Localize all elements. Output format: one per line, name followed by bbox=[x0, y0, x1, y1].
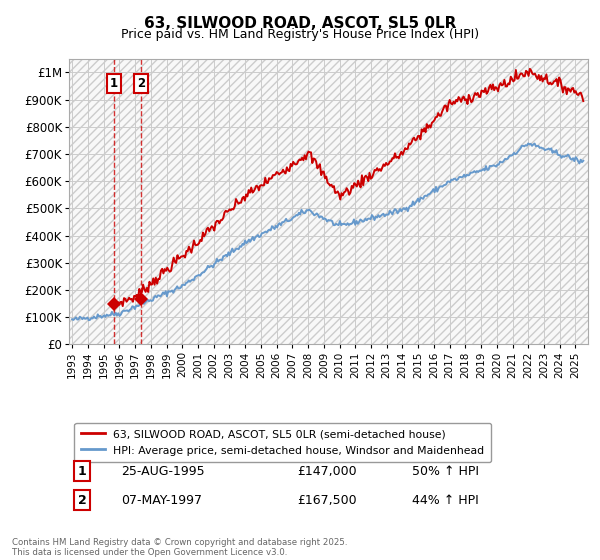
Text: Price paid vs. HM Land Registry's House Price Index (HPI): Price paid vs. HM Land Registry's House … bbox=[121, 28, 479, 41]
Text: 07-MAY-1997: 07-MAY-1997 bbox=[121, 493, 202, 507]
Text: 2: 2 bbox=[77, 493, 86, 507]
Text: 50% ↑ HPI: 50% ↑ HPI bbox=[412, 465, 479, 478]
Text: Contains HM Land Registry data © Crown copyright and database right 2025.
This d: Contains HM Land Registry data © Crown c… bbox=[12, 538, 347, 557]
Text: £167,500: £167,500 bbox=[298, 493, 357, 507]
Legend: 63, SILWOOD ROAD, ASCOT, SL5 0LR (semi-detached house), HPI: Average price, semi: 63, SILWOOD ROAD, ASCOT, SL5 0LR (semi-d… bbox=[74, 423, 491, 462]
Text: 1: 1 bbox=[77, 465, 86, 478]
Text: 63, SILWOOD ROAD, ASCOT, SL5 0LR: 63, SILWOOD ROAD, ASCOT, SL5 0LR bbox=[144, 16, 456, 31]
Text: 25-AUG-1995: 25-AUG-1995 bbox=[121, 465, 205, 478]
Text: 2: 2 bbox=[137, 77, 145, 90]
Text: 44% ↑ HPI: 44% ↑ HPI bbox=[412, 493, 478, 507]
Text: 1: 1 bbox=[110, 77, 118, 90]
Text: £147,000: £147,000 bbox=[298, 465, 357, 478]
